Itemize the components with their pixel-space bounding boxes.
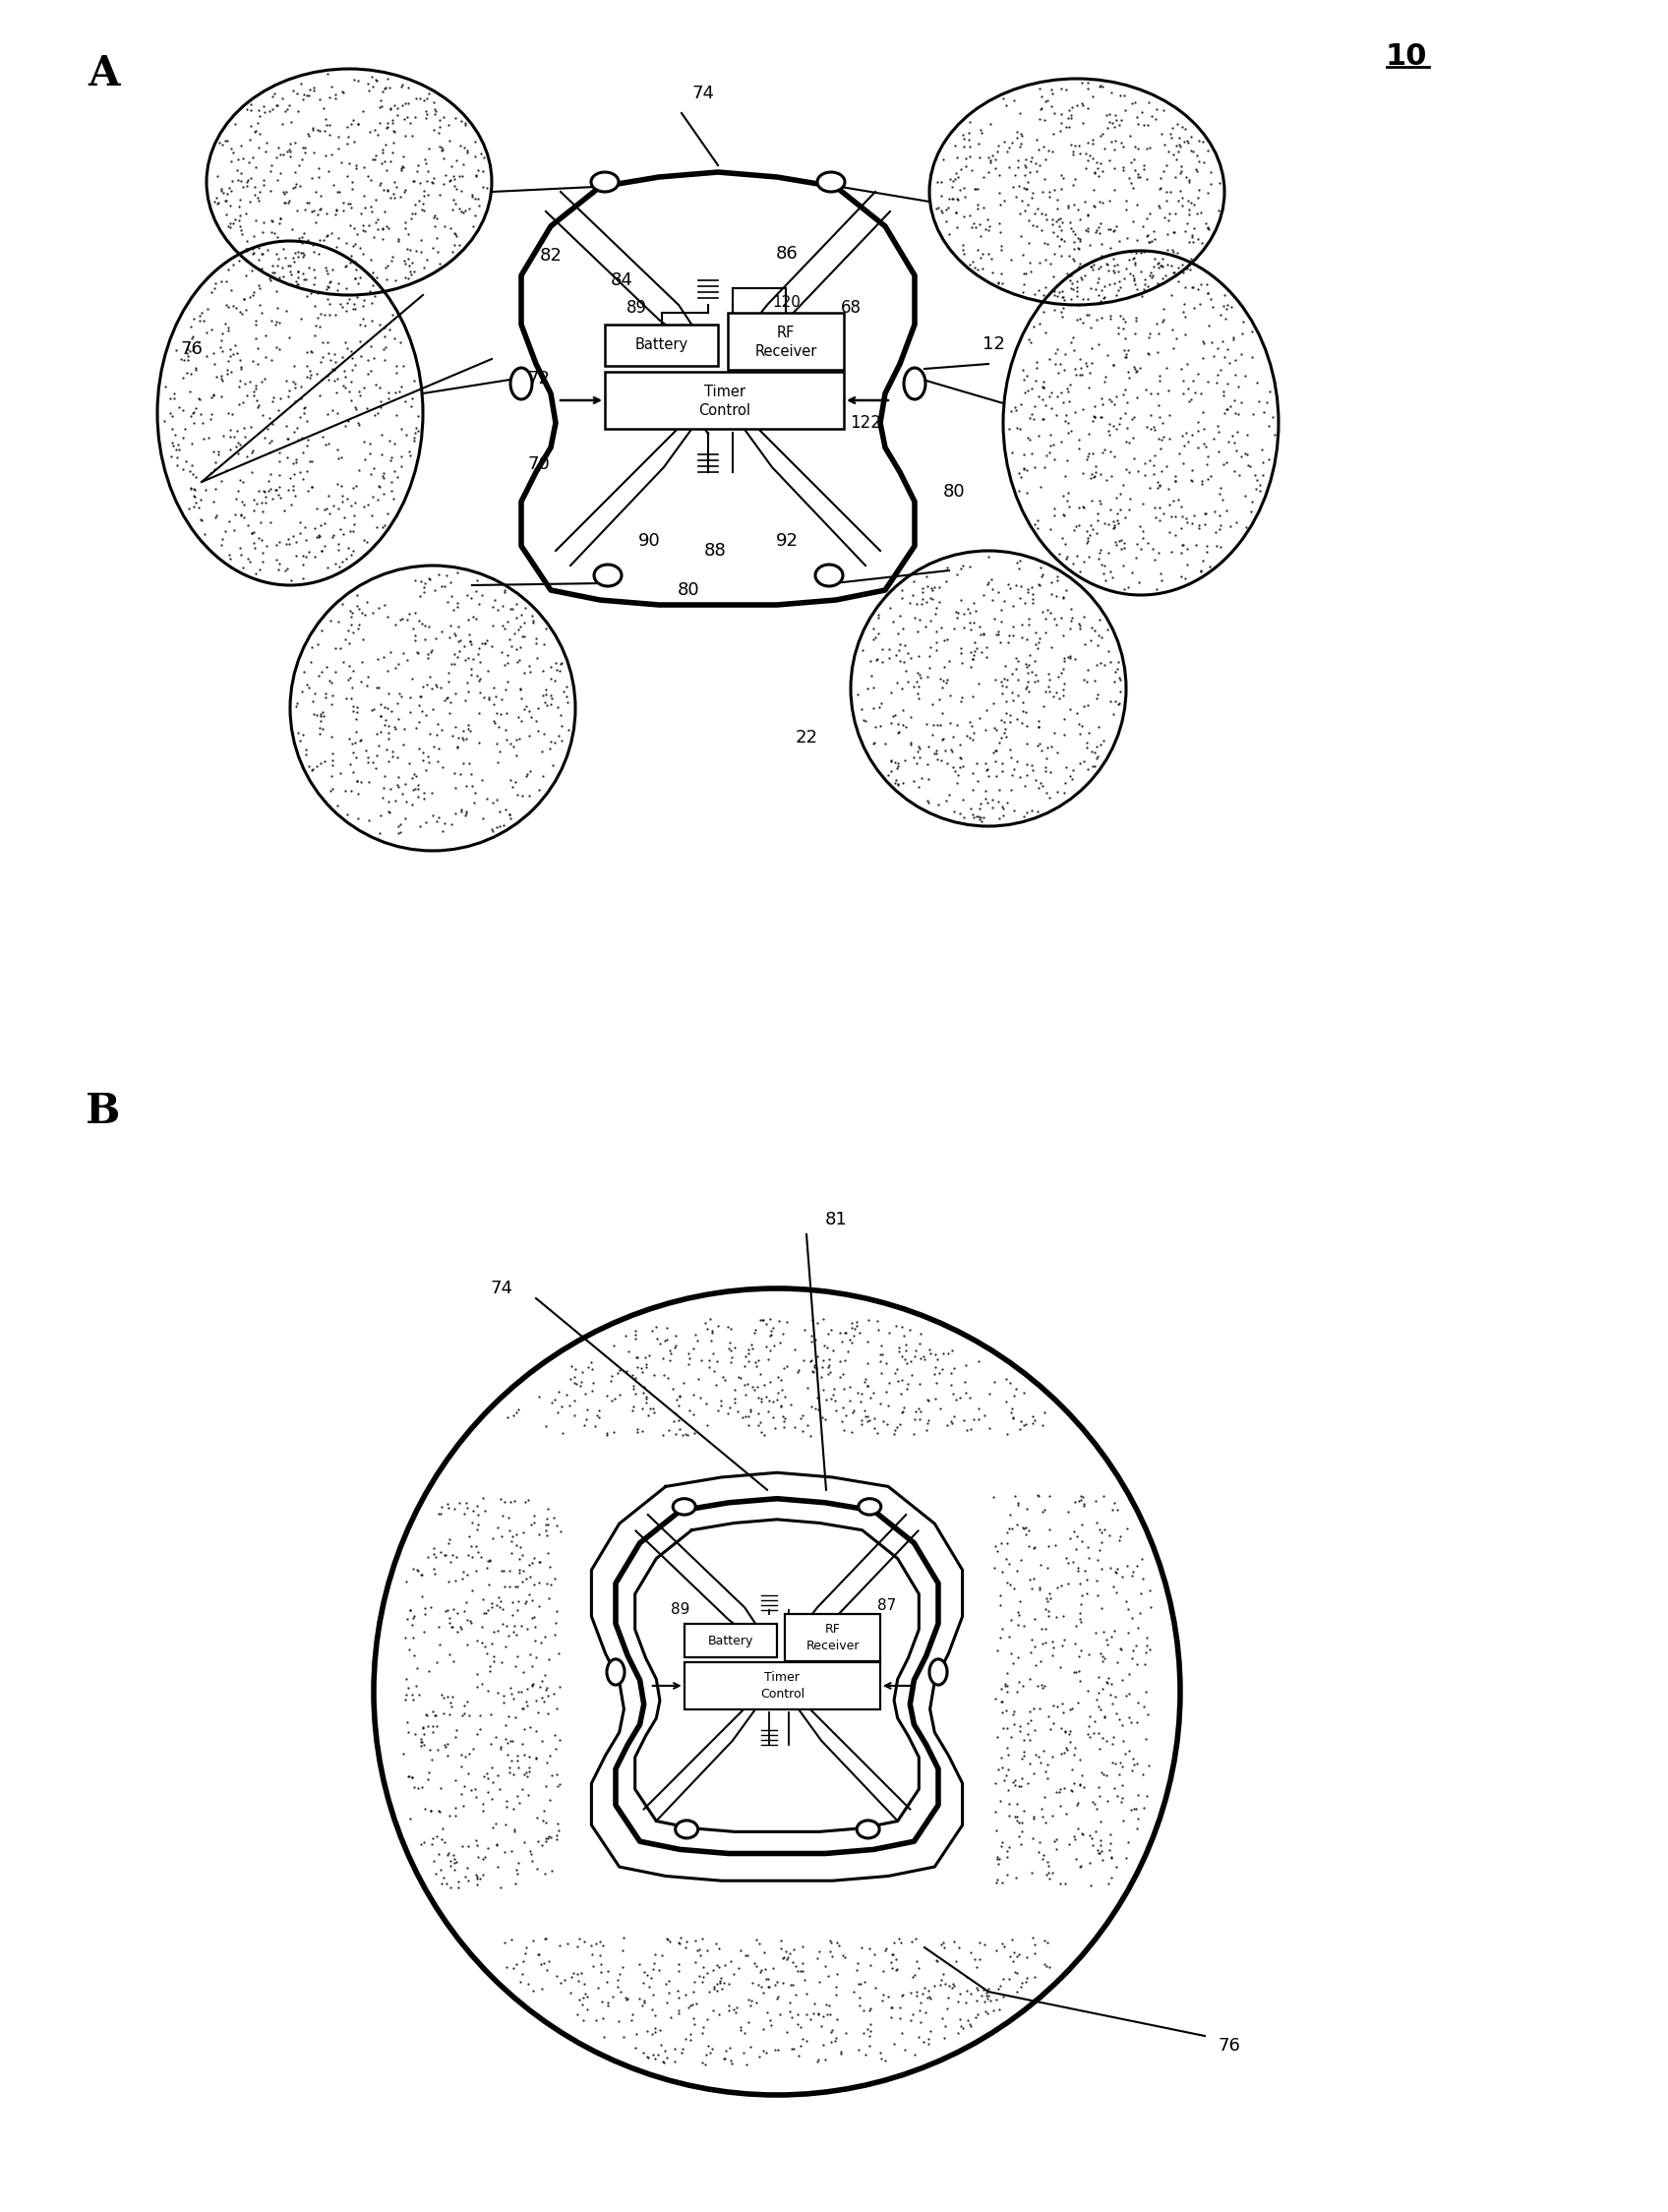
Text: 88: 88 — [704, 542, 726, 560]
Text: Receiver: Receiver — [754, 345, 817, 358]
Text: 85: 85 — [691, 1690, 711, 1705]
Ellipse shape — [676, 1820, 697, 1838]
Text: 72: 72 — [527, 369, 550, 387]
Ellipse shape — [672, 1500, 696, 1515]
Text: 68: 68 — [841, 299, 861, 316]
Text: 89: 89 — [626, 299, 647, 316]
Ellipse shape — [607, 1659, 624, 1686]
Text: B: B — [87, 1091, 120, 1133]
FancyBboxPatch shape — [684, 1663, 881, 1710]
Text: 80: 80 — [677, 582, 699, 599]
Text: 70: 70 — [527, 456, 550, 473]
Ellipse shape — [816, 564, 842, 586]
Text: 84: 84 — [610, 272, 632, 290]
Text: 92: 92 — [776, 533, 797, 551]
Ellipse shape — [817, 173, 844, 192]
Text: 76: 76 — [180, 341, 203, 358]
Ellipse shape — [859, 1500, 881, 1515]
Ellipse shape — [590, 173, 619, 192]
FancyBboxPatch shape — [684, 1624, 777, 1657]
Text: 81: 81 — [824, 1210, 847, 1228]
Text: Receiver: Receiver — [806, 1639, 859, 1652]
Text: Control: Control — [699, 403, 751, 418]
Text: RF: RF — [777, 325, 796, 341]
Text: Timer: Timer — [764, 1670, 801, 1683]
Text: 87: 87 — [877, 1599, 896, 1613]
Text: 76: 76 — [1218, 2037, 1241, 2055]
FancyBboxPatch shape — [786, 1615, 881, 1661]
Text: 86: 86 — [776, 246, 797, 263]
Text: 87: 87 — [806, 316, 827, 334]
Ellipse shape — [510, 367, 532, 400]
Text: 120: 120 — [772, 296, 801, 310]
Text: 85: 85 — [629, 341, 649, 358]
Text: 12: 12 — [982, 336, 1004, 354]
Text: Control: Control — [761, 1688, 804, 1701]
FancyBboxPatch shape — [727, 312, 844, 369]
Text: Battery: Battery — [707, 1635, 754, 1648]
Ellipse shape — [929, 1659, 947, 1686]
Text: 89: 89 — [671, 1601, 691, 1617]
Text: 74: 74 — [692, 84, 714, 102]
Ellipse shape — [904, 367, 926, 400]
Text: 10: 10 — [1386, 42, 1428, 71]
Ellipse shape — [594, 564, 622, 586]
Text: 122: 122 — [849, 414, 881, 431]
Text: 74: 74 — [490, 1279, 512, 1296]
Text: 22: 22 — [796, 728, 817, 745]
Text: Timer: Timer — [704, 385, 746, 398]
Text: A: A — [87, 53, 118, 95]
Text: Battery: Battery — [636, 338, 687, 352]
FancyBboxPatch shape — [605, 372, 844, 429]
FancyBboxPatch shape — [605, 325, 717, 365]
Text: RF: RF — [824, 1624, 841, 1635]
Ellipse shape — [857, 1820, 879, 1838]
Text: 82: 82 — [539, 248, 562, 265]
Text: 80: 80 — [942, 482, 966, 500]
Text: 90: 90 — [637, 533, 661, 551]
